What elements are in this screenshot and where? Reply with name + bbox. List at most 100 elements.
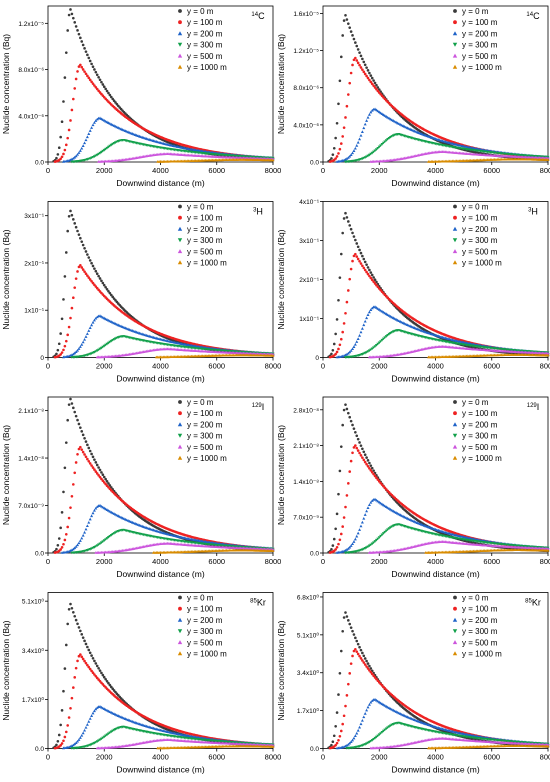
y-tick-label: 1x10⁻¹ [24,308,45,315]
data-point [97,274,100,278]
data-point [64,143,68,147]
nuclide-label: 14C [251,11,265,21]
data-point [88,129,92,132]
data-point [81,533,85,537]
data-point [94,70,98,74]
data-point [80,240,84,243]
series-y100 [328,444,550,554]
data-point [106,341,110,345]
data-point [91,281,95,285]
data-point [99,346,103,350]
data-point [80,266,84,269]
data-point [368,461,371,465]
data-point [94,85,98,89]
data-point [347,22,350,25]
data-point [86,253,89,256]
legend-marker [452,260,458,265]
data-point [355,255,359,258]
data-point [104,87,107,91]
data-point [349,71,353,75]
data-point [98,151,102,155]
data-point [355,340,359,343]
data-point [370,151,374,155]
data-point [349,267,353,271]
legend-marker [177,260,183,265]
y-axis-label: Nuclide concentration (Bq) [276,229,286,329]
legend: y = 0 my = 100 my = 200 my = 300 my = 50… [452,7,502,72]
data-point [353,146,357,150]
data-point [64,339,68,343]
data-point [367,113,371,116]
legend-label: y = 100 m [462,18,498,27]
data-point [86,53,89,57]
series-y500 [369,150,550,163]
data-point [359,54,363,58]
data-point [339,55,343,59]
data-point [90,126,94,129]
data-point [80,146,84,150]
legend-label: y = 300 m [187,236,223,245]
data-point [356,337,360,340]
legend-label: y = 200 m [187,225,223,234]
data-point [362,257,366,261]
nuclide-element: C [258,11,265,21]
data-point [93,267,96,270]
data-point [102,283,106,287]
data-point [57,537,61,540]
x-tick-label: 6000 [483,362,500,371]
data-point [63,466,67,470]
data-point [84,440,88,443]
data-point [91,65,95,69]
data-point [339,445,343,448]
data-point [356,140,360,144]
x-tick-label: 4000 [152,557,169,566]
data-point [381,113,385,116]
data-point [85,135,89,139]
data-point [330,157,333,160]
data-point [77,347,81,350]
data-point [93,283,96,287]
data-point [369,464,373,467]
data-point [366,154,370,158]
x-axis-label: Downwind distance (m) [391,374,480,384]
data-point [88,449,92,453]
data-point [546,158,550,161]
data-point [83,337,87,341]
data-point [85,524,89,528]
data-point [341,34,344,37]
data-point [111,142,115,146]
data-point [102,475,106,479]
series-y100 [53,63,275,163]
data-point [338,79,342,83]
y-tick-label: 2.1x10⁻⁸ [18,408,44,415]
x-tick-label: 8000 [540,557,550,566]
legend-label: y = 1000 m [462,259,502,268]
data-point [87,76,91,80]
data-point [90,323,94,327]
data-point [359,330,363,334]
y-tick-label: 1.6x10⁻⁵ [293,11,319,18]
data-point [59,157,62,161]
data-point [351,231,354,235]
data-point [332,342,336,346]
y-tick-label: 2x10⁻¹ [24,260,45,267]
data-point [338,147,342,151]
data-point [356,48,360,51]
data-point [67,516,71,520]
data-point [355,144,359,147]
data-point [366,266,370,269]
x-axis-label: Downwind distance (m) [391,178,480,188]
data-point [81,450,85,454]
data-point [93,458,96,461]
y-tick-label: 2.8x10⁻⁸ [293,407,319,414]
y-tick-label: 0.0 [310,160,319,167]
data-point [76,152,80,156]
legend-marker [178,215,182,220]
legend: y = 0 my = 100 my = 200 my = 300 my = 50… [177,7,227,72]
data-point [359,444,363,447]
data-point [83,453,86,456]
data-point [76,70,79,73]
data-point [104,285,107,289]
data-point [331,348,335,352]
legend-marker [453,9,457,13]
